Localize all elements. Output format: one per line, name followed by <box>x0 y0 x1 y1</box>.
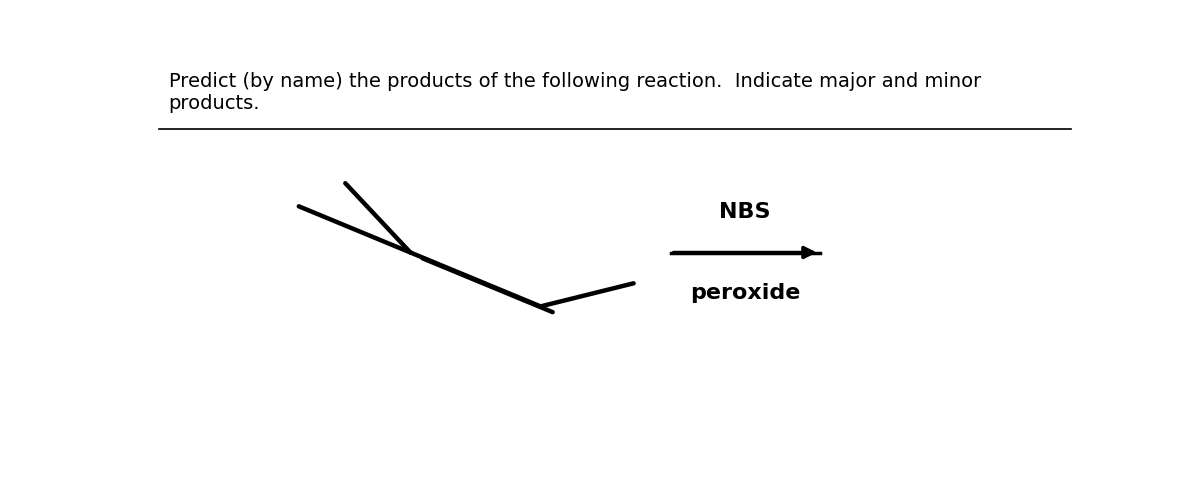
Text: NBS: NBS <box>720 202 770 222</box>
Text: Predict (by name) the products of the following reaction.  Indicate major and mi: Predict (by name) the products of the fo… <box>168 72 980 112</box>
Text: peroxide: peroxide <box>690 284 800 304</box>
